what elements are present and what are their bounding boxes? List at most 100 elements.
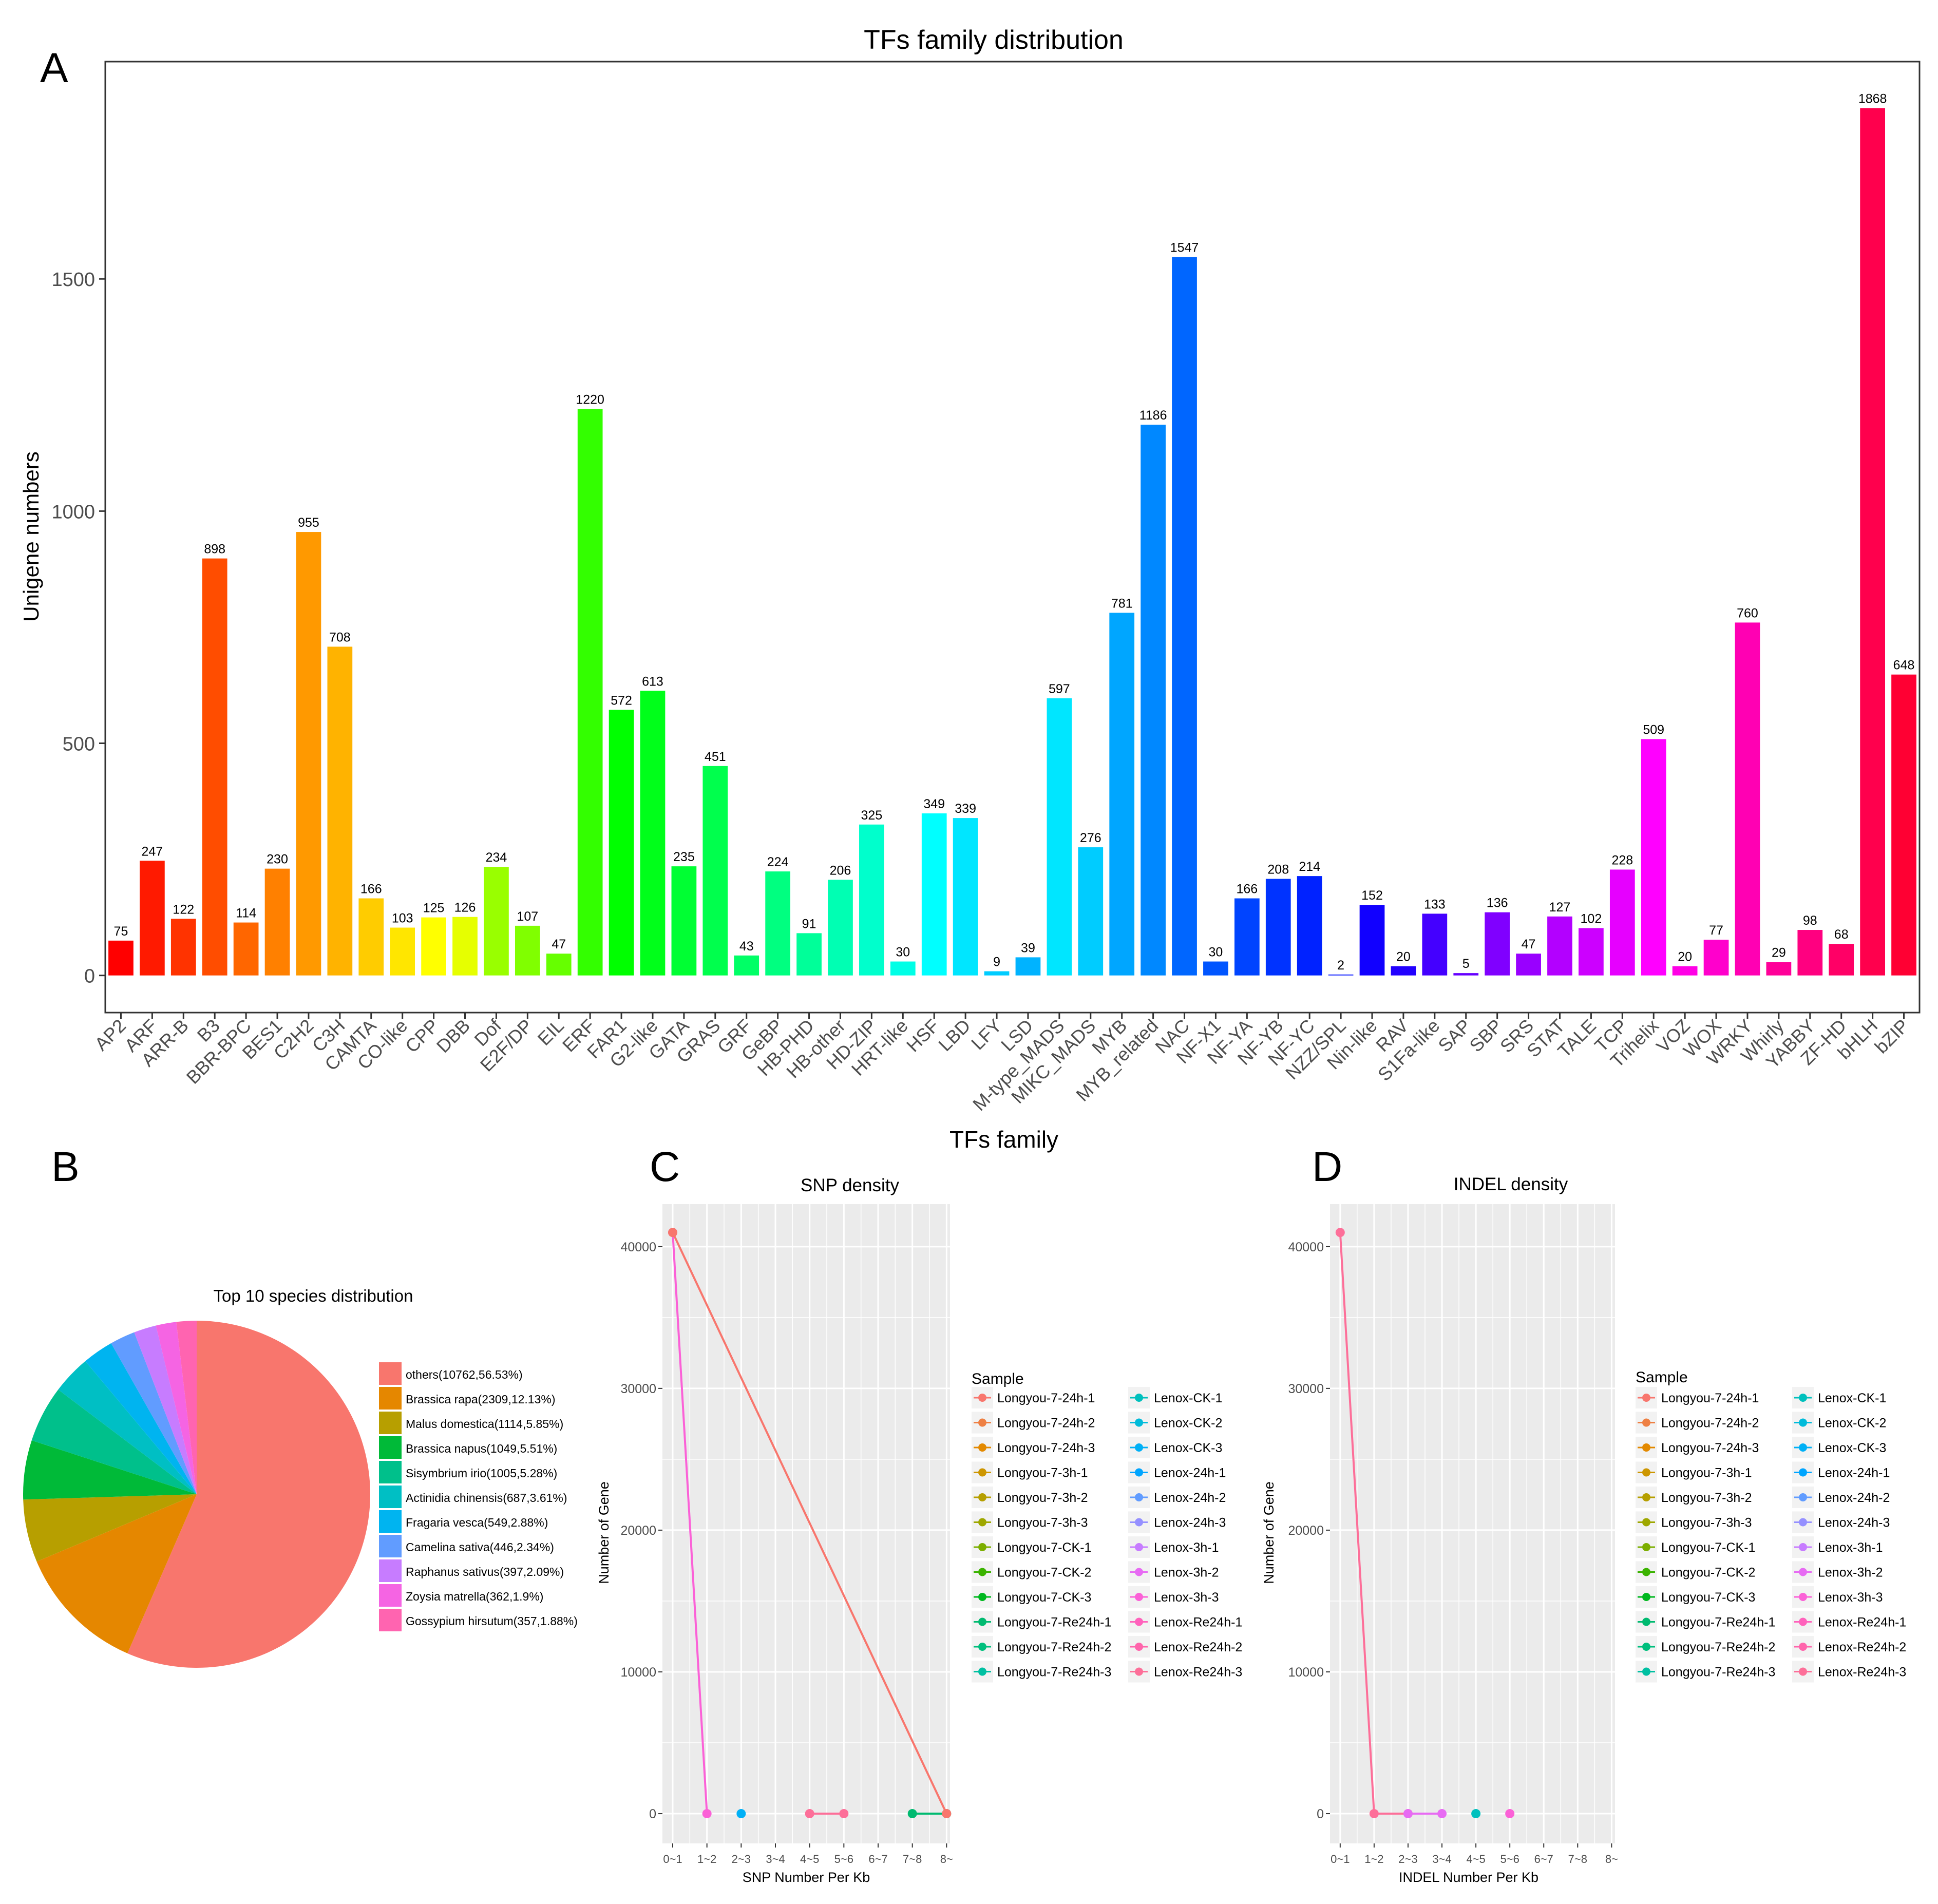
bar-label-lfy: 9 xyxy=(993,955,1000,969)
legend-key-lenox-3h-2 xyxy=(1799,1568,1807,1576)
bar-label-tale: 102 xyxy=(1581,911,1602,926)
legend-key-longyou-7-3h-2 xyxy=(978,1493,986,1501)
legend-label-lenox-3h-2: Lenox-3h-2 xyxy=(1818,1566,1883,1580)
legend-label-longyou-7-24h-1: Longyou-7-24h-1 xyxy=(1661,1391,1759,1405)
series-point-lenox-3h-3 xyxy=(1505,1809,1515,1819)
bar-hb-phd xyxy=(796,933,822,976)
ytick-label: 0 xyxy=(1317,1807,1324,1821)
legend-label-lenox-3h-2: Lenox-3h-2 xyxy=(1154,1566,1219,1580)
bar-label-stat: 127 xyxy=(1549,900,1571,915)
legend-label-longyou-7-24h-1: Longyou-7-24h-1 xyxy=(997,1391,1095,1405)
bar-rav xyxy=(1391,966,1416,976)
legend-key-longyou-7-ck-1 xyxy=(1642,1543,1650,1551)
legend-key-lenox-re24h-2 xyxy=(1135,1643,1143,1651)
chart-a-ytick-label: 1500 xyxy=(51,269,95,291)
bar-label-bes1: 230 xyxy=(267,852,288,867)
legend-label-lenox-re24h-1: Lenox-Re24h-1 xyxy=(1154,1615,1242,1630)
legend-label-longyou-7-re24h-3: Longyou-7-Re24h-3 xyxy=(1661,1665,1775,1680)
bar-c3h xyxy=(327,646,353,976)
pie-legend-label-others: others(10762,56.53%) xyxy=(406,1368,523,1381)
bar-wox xyxy=(1703,940,1729,976)
legend-label-lenox-24h-2: Lenox-24h-2 xyxy=(1154,1491,1226,1505)
legend-label-lenox-3h-1: Lenox-3h-1 xyxy=(1818,1540,1883,1555)
bar-label-b3: 898 xyxy=(204,542,225,557)
ytick-label: 0 xyxy=(649,1807,656,1821)
legend-key-longyou-7-24h-2 xyxy=(1642,1418,1650,1427)
bar-dbb xyxy=(452,917,478,976)
series-point-lenox-re24h-3 xyxy=(942,1809,952,1819)
ytick-label: 30000 xyxy=(1288,1382,1324,1396)
bar-label-s1fa-like: 133 xyxy=(1424,897,1446,911)
xtick-label-3-4: 3~4 xyxy=(1432,1853,1451,1865)
legend-key-lenox-24h-1 xyxy=(1799,1468,1807,1477)
chart-a-xlabel: TFs family xyxy=(949,1126,1058,1153)
pie-legend-label-camelina-sativa: Camelina sativa(446,2.34%) xyxy=(406,1540,554,1554)
pie-slice-brassica-napus xyxy=(23,1440,197,1500)
legend-key-longyou-7-ck-2 xyxy=(1642,1568,1650,1576)
ytick-label: 10000 xyxy=(620,1665,656,1680)
legend-label-lenox-24h-1: Lenox-24h-1 xyxy=(1818,1466,1890,1480)
xtick-label-4-5: 4~5 xyxy=(800,1853,819,1865)
chart-c-title: SNP density xyxy=(801,1175,899,1195)
chart-d-series xyxy=(1335,1228,1515,1819)
bar-arf xyxy=(140,861,165,976)
bar-hd-zip xyxy=(859,824,884,976)
pie-slice-camelina-sativa xyxy=(111,1332,197,1494)
pie-legend-label-actinidia-chinensis: Actinidia chinensis(687,3.61%) xyxy=(406,1491,567,1505)
legend-label-longyou-7-3h-3: Longyou-7-3h-3 xyxy=(1661,1516,1752,1530)
bar-eil xyxy=(546,954,572,976)
bar-label-c3h: 708 xyxy=(329,630,351,644)
pie-slice-raphanus-sativus xyxy=(134,1325,197,1494)
bar-bzip xyxy=(1891,674,1916,976)
bar-grf xyxy=(734,955,759,976)
bar-label-nin-like: 152 xyxy=(1361,888,1383,903)
legend-label-longyou-7-ck-2: Longyou-7-CK-2 xyxy=(1661,1566,1755,1580)
chart-b-title: Top 10 species distribution xyxy=(214,1286,413,1305)
legend-label-lenox-re24h-2: Lenox-Re24h-2 xyxy=(1154,1640,1242,1654)
bar-myb xyxy=(1109,613,1135,976)
chart-d-x-axis: 0~1 1~2 2~3 3~4 4~5 5~6 6~7 7~8 8~ xyxy=(1331,1843,1618,1865)
indel-density-chart: INDEL density 0 10000 20000 30000 40000 0~1 1… xyxy=(1261,1174,1906,1885)
bar-label-nf-ya: 166 xyxy=(1236,882,1258,897)
legend-label-longyou-7-ck-2: Longyou-7-CK-2 xyxy=(997,1566,1091,1580)
species-pie-chart: Top 10 species distribution others(10762… xyxy=(23,1286,578,1668)
bar-lsd xyxy=(1015,957,1041,976)
bar-label-myb-related: 1186 xyxy=(1139,408,1167,423)
bar-label-gata: 235 xyxy=(673,850,695,864)
legend-label-longyou-7-ck-1: Longyou-7-CK-1 xyxy=(1661,1540,1755,1555)
chart-a-ytick-label: 1000 xyxy=(51,501,95,523)
legend-key-lenox-3h-3 xyxy=(1135,1593,1143,1601)
bar-label-gras: 451 xyxy=(705,750,726,764)
bar-label-dbb: 126 xyxy=(454,901,476,915)
legend-key-lenox-24h-3 xyxy=(1135,1518,1143,1527)
xtick-label-2-3: 2~3 xyxy=(1398,1853,1417,1865)
bar-lfy xyxy=(984,971,1010,976)
bar-label-wox: 77 xyxy=(1709,923,1723,938)
pie-slice-zoysia-matrella xyxy=(156,1322,197,1494)
pie-legend-key-brassica-rapa xyxy=(379,1387,402,1410)
legend-key-lenox-re24h-1 xyxy=(1135,1617,1143,1626)
bar-label-gebp: 224 xyxy=(767,855,789,869)
xtick-label-7-8: 7~8 xyxy=(1568,1853,1587,1865)
bar-zf-hd xyxy=(1829,944,1854,976)
bar-label-co-like: 103 xyxy=(392,911,413,926)
bar-far1 xyxy=(609,710,634,976)
chart-a-ytick-label: 0 xyxy=(84,966,95,987)
bar-label-g2-like: 613 xyxy=(642,674,663,689)
bar-label-dof: 234 xyxy=(486,850,507,865)
bar-label-voz: 20 xyxy=(1678,950,1692,964)
legend-label-lenox-24h-2: Lenox-24h-2 xyxy=(1818,1491,1890,1505)
legend-label-longyou-7-24h-2: Longyou-7-24h-2 xyxy=(997,1416,1095,1431)
chart-a-ylabel: Unigene numbers xyxy=(19,451,43,622)
bar-label-whirly: 29 xyxy=(1772,945,1786,960)
legend-key-lenox-ck-3 xyxy=(1799,1443,1807,1452)
pie-slice-malus-domestica xyxy=(23,1494,197,1562)
bar-label-sbp: 136 xyxy=(1487,896,1508,910)
bar-label-trihelix: 509 xyxy=(1643,722,1664,737)
pie-legend-key-zoysia-matrella xyxy=(379,1584,402,1607)
chart-d-title: INDEL density xyxy=(1454,1174,1568,1194)
bar-nzz-spl xyxy=(1328,974,1354,976)
bar-stat xyxy=(1547,916,1572,976)
